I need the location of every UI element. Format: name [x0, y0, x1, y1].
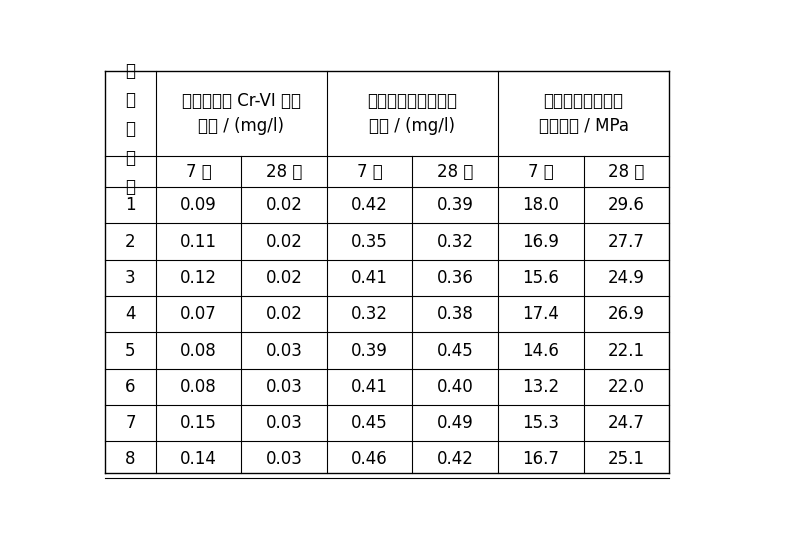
Text: 3: 3: [125, 269, 136, 287]
Text: 0.40: 0.40: [437, 378, 474, 396]
Text: 25.1: 25.1: [608, 451, 645, 468]
Text: 24.9: 24.9: [608, 269, 645, 287]
Text: 6: 6: [125, 378, 136, 396]
Text: 稳定后土壤总铬浸出
浓度 / (mg/l): 稳定后土壤总铬浸出 浓度 / (mg/l): [367, 92, 458, 135]
Text: 0.42: 0.42: [437, 451, 474, 468]
Text: 7 天: 7 天: [186, 163, 211, 181]
Text: 16.7: 16.7: [522, 451, 559, 468]
Text: 实
施
例
序
号: 实 施 例 序 号: [126, 61, 135, 196]
Text: 0.02: 0.02: [266, 305, 302, 323]
Text: 0.03: 0.03: [266, 451, 302, 468]
Text: 0.36: 0.36: [437, 269, 474, 287]
Text: 18.0: 18.0: [522, 196, 559, 215]
Text: 0.02: 0.02: [266, 269, 302, 287]
Text: 0.03: 0.03: [266, 342, 302, 360]
Text: 4: 4: [125, 305, 136, 323]
Text: 2: 2: [125, 233, 136, 251]
Text: 稳定后土壤无侧限
抗压强度 / MPa: 稳定后土壤无侧限 抗压强度 / MPa: [538, 92, 629, 135]
Text: 27.7: 27.7: [608, 233, 645, 251]
Text: 0.39: 0.39: [437, 196, 474, 215]
Text: 22.1: 22.1: [608, 342, 645, 360]
Text: 15.6: 15.6: [522, 269, 559, 287]
Text: 14.6: 14.6: [522, 342, 559, 360]
Text: 0.15: 0.15: [180, 414, 217, 432]
Text: 5: 5: [125, 342, 136, 360]
Text: 0.11: 0.11: [180, 233, 217, 251]
Text: 0.07: 0.07: [180, 305, 217, 323]
Text: 0.41: 0.41: [351, 269, 388, 287]
Text: 16.9: 16.9: [522, 233, 559, 251]
Text: 0.41: 0.41: [351, 378, 388, 396]
Text: 0.32: 0.32: [437, 233, 474, 251]
Text: 0.49: 0.49: [437, 414, 474, 432]
Text: 28 天: 28 天: [608, 163, 645, 181]
Text: 17.4: 17.4: [522, 305, 559, 323]
Text: 7: 7: [125, 414, 136, 432]
Text: 0.12: 0.12: [180, 269, 217, 287]
Text: 8: 8: [125, 451, 136, 468]
Text: 0.08: 0.08: [180, 378, 217, 396]
Text: 0.14: 0.14: [180, 451, 217, 468]
Text: 0.02: 0.02: [266, 196, 302, 215]
Text: 0.46: 0.46: [351, 451, 388, 468]
Text: 26.9: 26.9: [608, 305, 645, 323]
Text: 0.08: 0.08: [180, 342, 217, 360]
Text: 0.42: 0.42: [351, 196, 388, 215]
Text: 0.35: 0.35: [351, 233, 388, 251]
Text: 0.45: 0.45: [351, 414, 388, 432]
Text: 29.6: 29.6: [608, 196, 645, 215]
Text: 0.03: 0.03: [266, 414, 302, 432]
Text: 28 天: 28 天: [437, 163, 474, 181]
Text: 0.03: 0.03: [266, 378, 302, 396]
Text: 稳定后土壤 Cr-VI 浸出
浓度 / (mg/l): 稳定后土壤 Cr-VI 浸出 浓度 / (mg/l): [182, 92, 301, 135]
Text: 13.2: 13.2: [522, 378, 559, 396]
Text: 24.7: 24.7: [608, 414, 645, 432]
Text: 28 天: 28 天: [266, 163, 302, 181]
Text: 0.45: 0.45: [437, 342, 474, 360]
Text: 0.39: 0.39: [351, 342, 388, 360]
Text: 0.32: 0.32: [351, 305, 388, 323]
Text: 22.0: 22.0: [608, 378, 645, 396]
Text: 0.02: 0.02: [266, 233, 302, 251]
Text: 0.38: 0.38: [437, 305, 474, 323]
Text: 15.3: 15.3: [522, 414, 559, 432]
Text: 1: 1: [125, 196, 136, 215]
Text: 7 天: 7 天: [528, 163, 554, 181]
Text: 7 天: 7 天: [357, 163, 382, 181]
Text: 0.09: 0.09: [180, 196, 217, 215]
